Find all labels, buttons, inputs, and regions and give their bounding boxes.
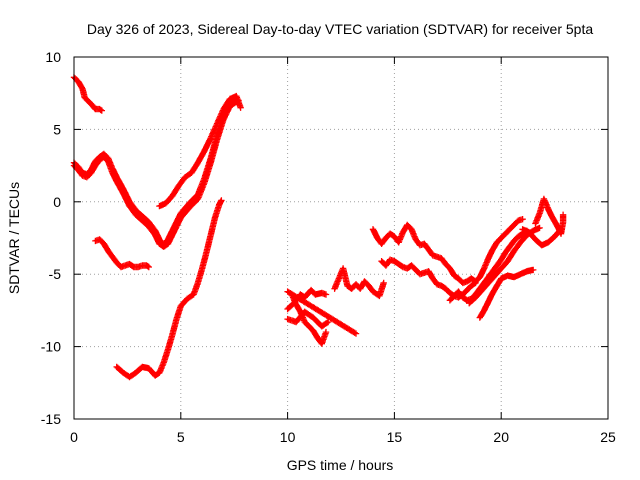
data-point-markers bbox=[331, 265, 387, 300]
x-tick-label: 5 bbox=[177, 429, 185, 445]
series-arc-16 bbox=[519, 226, 565, 249]
series-arc-4 bbox=[156, 92, 244, 210]
series-arc-10 bbox=[331, 265, 387, 300]
axis-ticks bbox=[73, 56, 609, 420]
x-tick-label: 0 bbox=[70, 429, 78, 445]
x-axis-label: GPS time / hours bbox=[287, 457, 394, 473]
y-tick-label: -5 bbox=[49, 266, 62, 282]
data-point-markers bbox=[532, 195, 567, 237]
y-tick-label: -10 bbox=[41, 339, 61, 355]
data-point-markers bbox=[156, 92, 244, 210]
tick-labels: 0 5 10 15 20 25 -15 -10 -5 0 5 10 bbox=[41, 49, 616, 445]
series-arc-1 bbox=[70, 74, 105, 114]
data-point-markers bbox=[284, 288, 360, 337]
series-arc-12 bbox=[378, 256, 479, 301]
data-point-markers bbox=[70, 74, 105, 114]
y-axis-label: SDTVAR / TECUs bbox=[6, 182, 22, 294]
x-tick-label: 10 bbox=[280, 429, 296, 445]
data-point-markers bbox=[519, 226, 565, 249]
data-series bbox=[70, 74, 567, 381]
y-tick-label: 5 bbox=[53, 121, 61, 137]
series-arc-8 bbox=[284, 286, 330, 313]
data-point-markers bbox=[476, 266, 537, 321]
y-tick-label: 0 bbox=[53, 194, 61, 210]
series-arc-5 bbox=[92, 236, 152, 271]
data-point-markers bbox=[378, 256, 479, 301]
series-arc-15 bbox=[476, 266, 537, 321]
plot-frame bbox=[73, 56, 609, 420]
x-tick-label: 25 bbox=[600, 429, 616, 445]
y-tick-label: 10 bbox=[45, 49, 61, 65]
series-arc-9 bbox=[284, 308, 332, 330]
x-tick-label: 15 bbox=[387, 429, 403, 445]
y-tick-label: -15 bbox=[41, 411, 61, 427]
data-point-markers bbox=[284, 286, 330, 313]
x-tick-label: 20 bbox=[493, 429, 509, 445]
series-arc-17 bbox=[532, 195, 567, 237]
series-isolated bbox=[284, 288, 360, 337]
series-arc-6 bbox=[113, 197, 225, 381]
data-point-markers bbox=[92, 236, 152, 271]
data-point-markers bbox=[284, 308, 332, 330]
data-point-markers bbox=[113, 197, 225, 381]
chart-title: Day 326 of 2023, Sidereal Day-to-day VTE… bbox=[87, 21, 594, 37]
